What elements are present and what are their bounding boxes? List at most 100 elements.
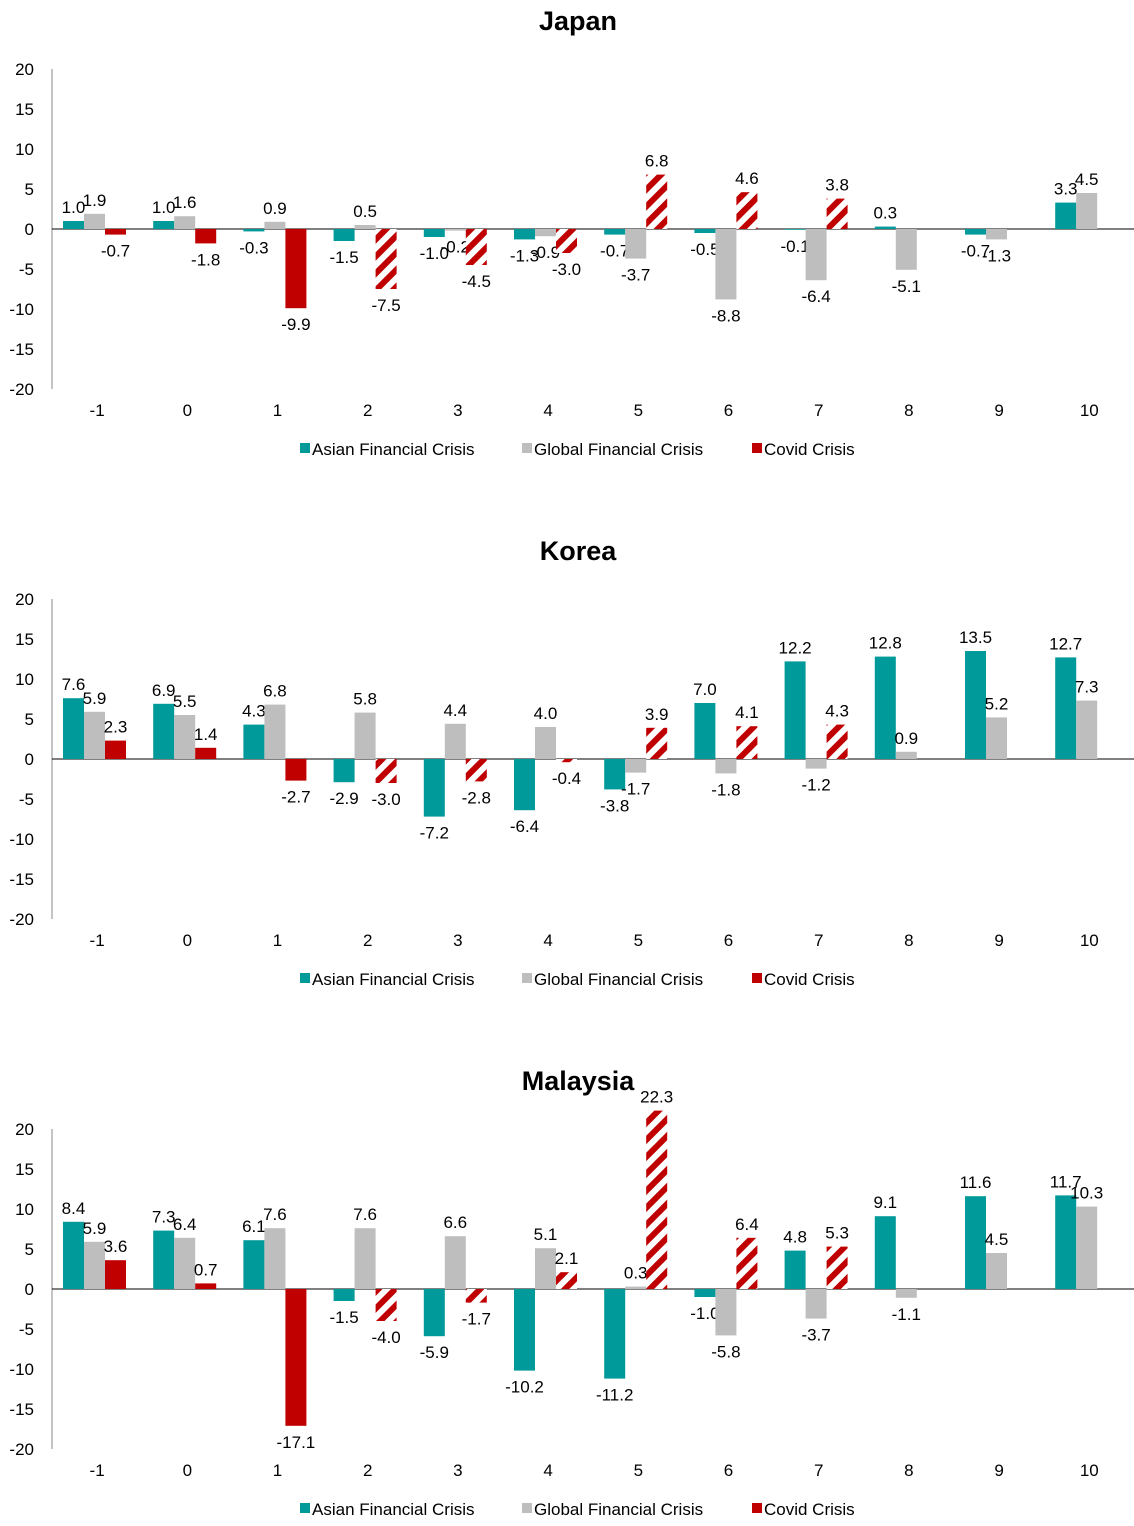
bar-asian-5 bbox=[604, 1289, 626, 1379]
bar-covid-0 bbox=[195, 1283, 217, 1289]
bar-global-10 bbox=[1076, 193, 1098, 229]
legend-swatch bbox=[522, 1503, 532, 1513]
data-label: -8.8 bbox=[711, 306, 740, 325]
data-label: 11.6 bbox=[960, 1173, 992, 1192]
x-tick-label: 2 bbox=[363, 931, 372, 950]
data-label: -1.5 bbox=[329, 248, 358, 267]
bar-asian-5 bbox=[604, 229, 626, 235]
x-tick-label: 8 bbox=[904, 931, 913, 950]
data-label: 4.4 bbox=[443, 701, 467, 720]
legend-label: Covid Crisis bbox=[764, 970, 855, 989]
bar-asian-10 bbox=[1055, 657, 1077, 759]
bar-asian-1 bbox=[243, 724, 265, 759]
y-tick-label: -5 bbox=[19, 1320, 34, 1339]
data-label: -0.7 bbox=[101, 242, 130, 261]
bar-asian-3 bbox=[423, 759, 445, 817]
legend-label: Covid Crisis bbox=[764, 1500, 855, 1519]
legend-label: Global Financial Crisis bbox=[534, 1500, 703, 1519]
chart-title: Korea bbox=[540, 536, 618, 566]
bar-asian--1 bbox=[63, 698, 84, 759]
data-label: 6.1 bbox=[242, 1217, 266, 1236]
bar-global-1 bbox=[264, 704, 286, 759]
y-tick-label: 5 bbox=[25, 180, 34, 199]
data-label: -0.9 bbox=[531, 243, 560, 262]
data-label: 4.0 bbox=[534, 704, 558, 723]
legend-label: Asian Financial Crisis bbox=[312, 440, 475, 459]
data-label: -11.2 bbox=[596, 1386, 634, 1405]
legend-swatch bbox=[300, 1503, 310, 1513]
data-label: -5.8 bbox=[711, 1342, 740, 1361]
x-tick-label: 10 bbox=[1080, 1461, 1099, 1480]
x-tick-label: 8 bbox=[904, 401, 913, 420]
data-label: -5.9 bbox=[420, 1343, 449, 1362]
bar-global-7 bbox=[805, 759, 827, 769]
data-label: 4.3 bbox=[242, 702, 266, 721]
bar-covid-3 bbox=[465, 759, 487, 782]
bar-asian-6 bbox=[694, 703, 716, 759]
data-label: 7.6 bbox=[353, 1205, 377, 1224]
data-label: 2.3 bbox=[104, 718, 128, 737]
bar-covid-5 bbox=[646, 727, 668, 759]
bar-global--1 bbox=[84, 711, 105, 759]
bar-asian-0 bbox=[153, 221, 175, 229]
data-label: -1.1 bbox=[892, 1305, 921, 1324]
bar-global-0 bbox=[174, 715, 196, 759]
y-tick-label: -15 bbox=[9, 1400, 34, 1419]
bar-covid--1 bbox=[105, 740, 126, 759]
bar-covid-3 bbox=[465, 229, 487, 265]
data-label: -2.8 bbox=[462, 788, 491, 807]
bar-asian-4 bbox=[514, 759, 535, 811]
data-label: -4.0 bbox=[371, 1328, 400, 1347]
bar-global-9 bbox=[986, 717, 1007, 759]
bar-global-6 bbox=[715, 229, 737, 300]
y-tick-label: -10 bbox=[9, 1360, 34, 1379]
data-label: 7.0 bbox=[693, 680, 717, 699]
data-label: 3.6 bbox=[104, 1237, 128, 1256]
data-label: -0.5 bbox=[690, 240, 719, 259]
bar-covid-7 bbox=[826, 1246, 848, 1289]
x-tick-label: 4 bbox=[543, 931, 552, 950]
data-label: 1.4 bbox=[194, 725, 218, 744]
bar-asian-7 bbox=[784, 1250, 806, 1289]
y-tick-label: 15 bbox=[15, 1160, 34, 1179]
bar-asian-9 bbox=[965, 1196, 986, 1289]
data-label: -1.2 bbox=[801, 776, 830, 795]
bar-global-8 bbox=[895, 751, 917, 759]
legend-swatch bbox=[300, 443, 310, 453]
legend-label: Covid Crisis bbox=[764, 440, 855, 459]
bar-global-9 bbox=[986, 229, 1007, 240]
bar-global-6 bbox=[715, 1289, 737, 1336]
legend-label: Global Financial Crisis bbox=[534, 970, 703, 989]
data-label: 4.5 bbox=[1075, 170, 1099, 189]
bar-asian-10 bbox=[1055, 1195, 1077, 1289]
data-label: 0.5 bbox=[353, 202, 377, 221]
data-label: 6.6 bbox=[443, 1213, 467, 1232]
bar-global-1 bbox=[264, 1228, 286, 1289]
data-label: -3.7 bbox=[621, 266, 650, 285]
bar-global-4 bbox=[535, 727, 556, 759]
y-tick-label: -5 bbox=[19, 790, 34, 809]
bar-covid-2 bbox=[375, 229, 397, 289]
bar-covid-3 bbox=[465, 1289, 487, 1303]
legend-swatch bbox=[752, 1503, 762, 1513]
x-tick-label: 10 bbox=[1080, 931, 1099, 950]
bar-global-5 bbox=[625, 759, 647, 773]
data-label: -1.3 bbox=[982, 246, 1011, 265]
bar-asian-8 bbox=[874, 656, 896, 759]
data-label: 7.6 bbox=[62, 675, 86, 694]
y-tick-label: 10 bbox=[15, 140, 34, 159]
x-tick-label: 9 bbox=[994, 1461, 1003, 1480]
data-label: 10.3 bbox=[1070, 1184, 1103, 1203]
bar-covid-4 bbox=[556, 759, 577, 763]
data-label: 5.1 bbox=[534, 1225, 558, 1244]
legend-swatch bbox=[752, 973, 762, 983]
data-label: -4.5 bbox=[462, 272, 491, 291]
x-tick-label: 1 bbox=[273, 931, 282, 950]
x-tick-label: 6 bbox=[724, 1461, 733, 1480]
x-tick-label: 9 bbox=[994, 931, 1003, 950]
bar-global-2 bbox=[354, 712, 376, 759]
data-label: 7.3 bbox=[152, 1208, 176, 1227]
bar-asian-1 bbox=[243, 229, 265, 232]
